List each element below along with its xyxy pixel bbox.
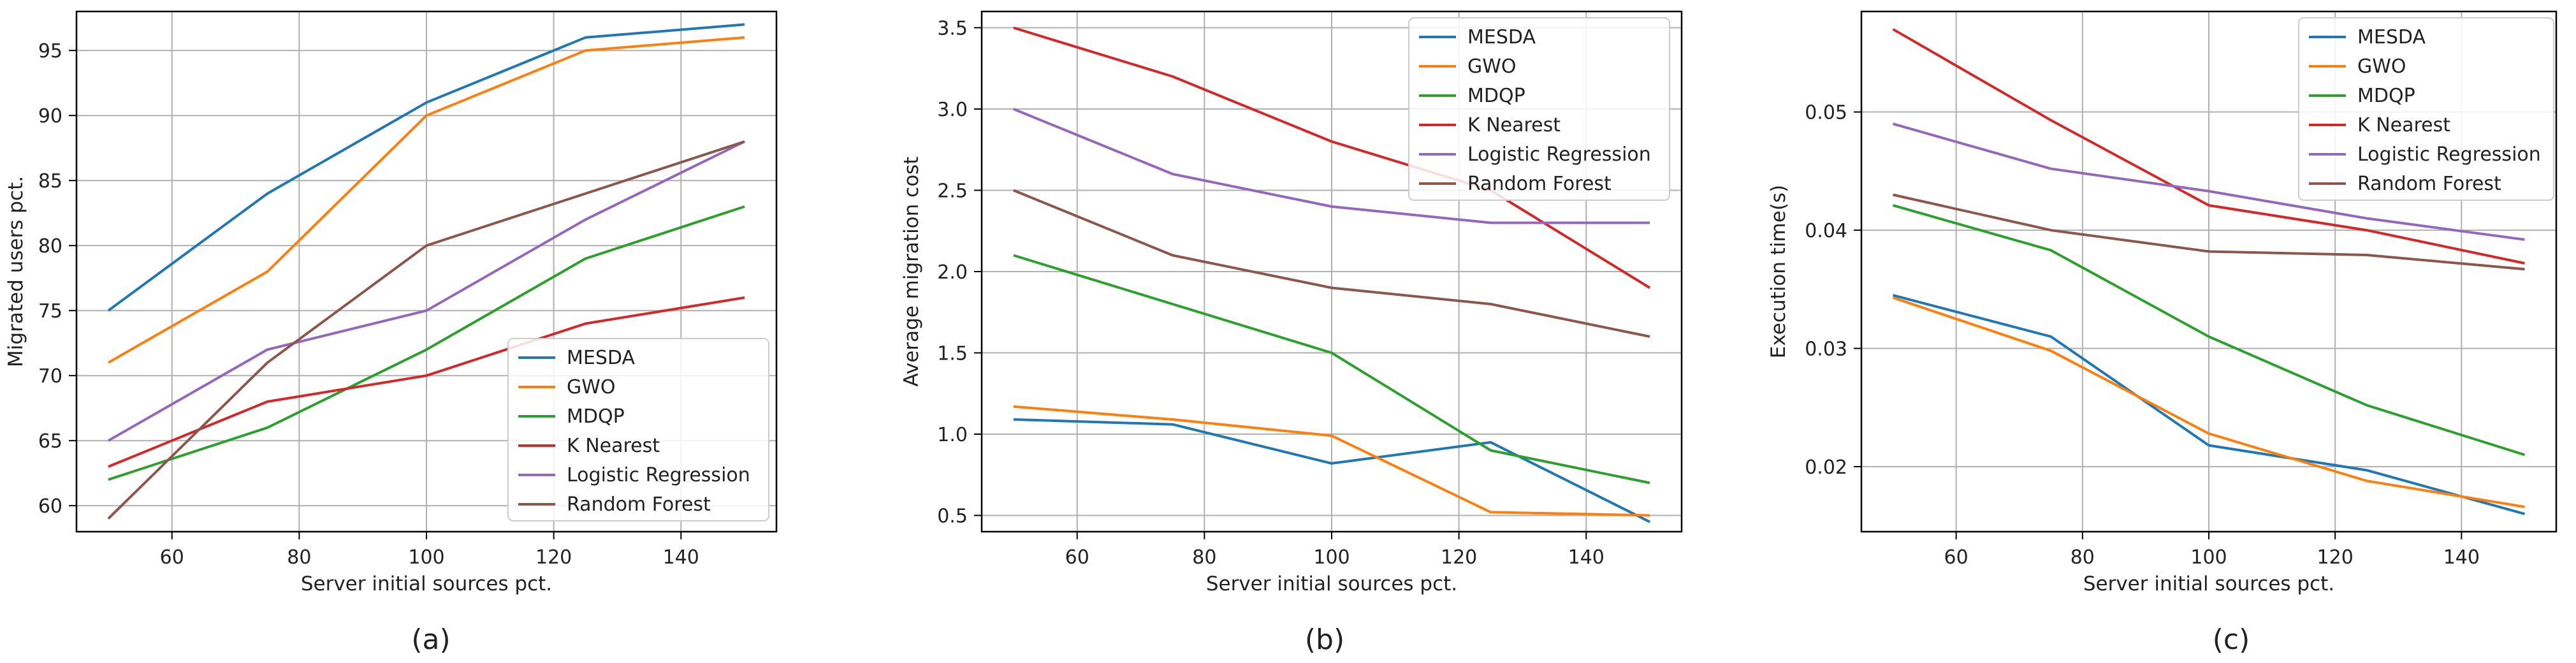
series-line-mesda [1892,294,2526,516]
x-tick-label: 140 [663,546,699,569]
x-axis-label: Server initial sources pct. [301,572,552,595]
chart-panel-a: 60 80 100 120 140 60 65 70 75 80 85 90 95 Server init… [4,10,778,656]
x-tick-label: 60 [1944,546,1968,569]
legend-label: Random Forest [567,493,711,516]
series-line-random-forest [107,140,745,520]
x-tick-label: 120 [535,546,572,569]
series-line-logistic-regression [1013,108,1650,224]
series-line-gwo [1892,296,2525,509]
legend-label: K Nearest [1467,114,1561,136]
y-tick-label: 0.02 [1805,456,1847,479]
series-line-logistic-regression [107,140,745,442]
y-tick-label: 85 [38,170,62,193]
series-line-random-forest [1893,193,2525,271]
x-tick-label: 140 [2443,546,2480,569]
legend-label: MDQP [567,405,625,428]
legend-box [507,338,769,521]
legend: MESDA GWO MDQP K Nearest Logistic Regression… [507,338,769,521]
legend: MESDA GWO MDQP K Nearest Logistic Regression… [1408,17,1670,201]
y-tick-label: 90 [38,105,62,127]
legend-label: GWO [1467,55,1517,78]
legend-label: MESDA [1467,26,1536,48]
legend-label: Logistic Regression [2357,143,2541,166]
y-tick-label: 1.5 [937,343,968,365]
x-tick-label: 140 [1568,546,1605,569]
y-tick-label: 3.5 [937,18,968,40]
chart-panel-c: 60 80 100 120 140 0.02 0.03 0.04 0.05 Server init… [1767,10,2558,656]
x-tick-label: 60 [1065,546,1089,569]
x-tick-label: 120 [2317,546,2354,569]
legend-label: MDQP [1467,85,1525,107]
legend-label: MESDA [567,347,635,369]
series-line-gwo [1013,405,1650,517]
y-tick-label: 80 [38,235,62,258]
legend-box [2298,17,2554,201]
panel-caption: (b) [1305,623,1344,656]
legend-label: Random Forest [1467,173,1612,195]
series-line-mdqp [1892,204,2526,456]
series-line-mdqp [108,205,745,481]
y-tick-label: 2.5 [937,180,968,203]
legend-label: Logistic Regression [567,464,750,486]
x-tick-label: 100 [2190,546,2227,569]
y-tick-label: 0.05 [1805,102,1847,124]
x-tick-label: 60 [160,546,184,569]
series-line-k-nearest [1892,28,2525,265]
series-line-random-forest [1013,189,1650,338]
series-line-mesda [107,23,745,312]
y-tick-label: 70 [38,365,62,388]
x-tick-label: 80 [287,546,311,569]
x-axis-label: Server initial sources pct. [1206,572,1457,595]
legend-label: GWO [2357,55,2406,78]
x-tick-label: 120 [1441,546,1477,569]
x-tick-label: 100 [408,546,444,569]
x-tick-label: 100 [1313,546,1350,569]
series-line-k-nearest [108,296,745,468]
legend-label: K Nearest [2357,114,2450,136]
y-tick-label: 0.03 [1805,339,1847,361]
y-tick-label: 95 [38,40,62,62]
y-tick-label: 75 [38,300,62,323]
series-line-logistic-regression [1892,122,2525,241]
y-axis-label: Average migration cost [900,157,923,387]
y-tick-label: 60 [38,495,62,518]
y-tick-label: 3.0 [937,99,968,121]
y-tick-label: 65 [38,430,62,453]
panel-caption: (a) [411,623,450,656]
x-axis-label: Server initial sources pct. [2083,572,2334,595]
legend-label: MESDA [2357,26,2426,48]
x-tick-label: 80 [2070,546,2095,569]
y-tick-label: 2.0 [937,261,968,284]
legend-label: GWO [567,376,616,398]
y-tick-label: 1.0 [937,424,968,446]
x-tick-label: 80 [1192,546,1216,569]
chart-panel-b: 60 80 100 120 140 0.5 1.0 1.5 2.0 2.5 3.0 3.5 Server… [900,10,1683,656]
legend: MESDA GWO MDQP K Nearest Logistic Regression… [2298,17,2554,201]
y-axis-label: Migrated users pct. [4,176,27,367]
panel-caption: (c) [2213,623,2250,656]
y-tick-label: 0.5 [937,506,968,528]
legend-label: MDQP [2357,85,2415,107]
legend-label: Logistic Regression [1467,143,1651,166]
series-line-mesda [1013,418,1650,523]
legend-label: Random Forest [2357,173,2501,195]
series-line-gwo [107,36,745,364]
series-line-mdqp [1013,254,1650,484]
legend-box [1408,17,1670,201]
y-tick-label: 0.04 [1805,220,1847,242]
y-axis-label: Execution time(s) [1767,185,1790,358]
legend-label: K Nearest [567,435,660,457]
